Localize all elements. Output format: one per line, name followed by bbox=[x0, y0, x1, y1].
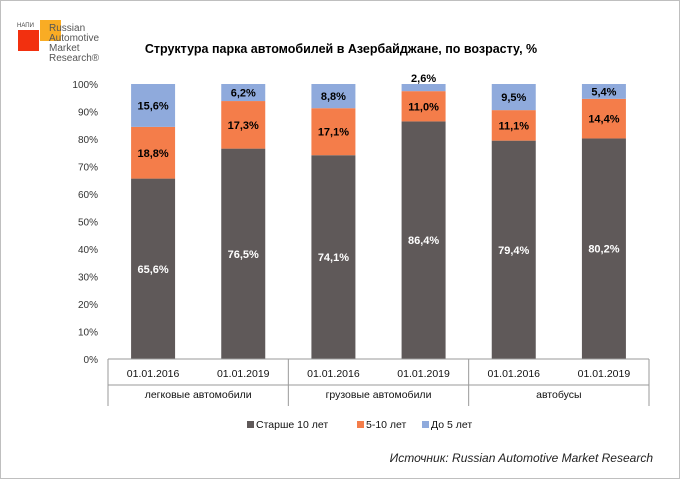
bar-segment bbox=[491, 110, 536, 141]
data-label: 15,6% bbox=[137, 100, 168, 112]
x-tick-label: 01.01.2019 bbox=[397, 368, 450, 380]
source-note: Источник: Russian Automotive Market Rese… bbox=[389, 451, 653, 465]
data-label: 11,1% bbox=[498, 120, 529, 132]
legend-swatch bbox=[247, 421, 254, 428]
data-label: 76,5% bbox=[228, 249, 259, 261]
y-tick-label: 30% bbox=[78, 273, 98, 284]
bar-segment bbox=[311, 84, 356, 109]
bar-segment bbox=[221, 148, 266, 359]
legend-swatch bbox=[422, 421, 429, 428]
y-tick-label: 50% bbox=[78, 218, 98, 229]
bar-segment bbox=[221, 84, 266, 102]
bar-segment bbox=[401, 84, 446, 92]
bar-segment bbox=[221, 101, 266, 149]
group-label: грузовые автомобили bbox=[326, 389, 432, 401]
x-tick-label: 01.01.2016 bbox=[127, 368, 180, 380]
bar-segment bbox=[491, 84, 536, 111]
y-tick-label: 40% bbox=[78, 245, 98, 256]
data-label: 6,2% bbox=[231, 88, 256, 100]
bar-segment bbox=[581, 84, 626, 99]
data-label: 18,8% bbox=[137, 148, 168, 160]
data-label: 14,4% bbox=[588, 114, 619, 126]
data-label: 74,1% bbox=[318, 252, 349, 264]
bar-segment bbox=[581, 98, 626, 139]
data-label: 17,1% bbox=[318, 127, 349, 139]
data-label: 2,6% bbox=[411, 73, 436, 85]
data-label: 11,0% bbox=[408, 101, 439, 113]
legend-label: 5-10 лет bbox=[366, 419, 407, 431]
data-label: 79,4% bbox=[498, 245, 529, 257]
y-tick-label: 10% bbox=[78, 328, 98, 339]
legend-label: До 5 лет bbox=[431, 419, 472, 431]
group-label: автобусы bbox=[536, 389, 581, 401]
x-tick-label: 01.01.2019 bbox=[578, 368, 631, 380]
legend-label: Старше 10 лет bbox=[256, 419, 328, 431]
bar-segment bbox=[311, 155, 356, 359]
data-label: 5,4% bbox=[591, 86, 616, 98]
y-tick-label: 20% bbox=[78, 300, 98, 311]
legend-swatch bbox=[357, 421, 364, 428]
y-tick-label: 0% bbox=[84, 355, 99, 366]
y-tick-label: 70% bbox=[78, 163, 98, 174]
x-tick-label: 01.01.2019 bbox=[217, 368, 270, 380]
bar-segment bbox=[131, 84, 176, 127]
x-tick-label: 01.01.2016 bbox=[307, 368, 360, 380]
bar-segment bbox=[491, 140, 536, 359]
chart-title: Структура парка автомобилей в Азербайджа… bbox=[144, 42, 538, 56]
data-label: 9,5% bbox=[501, 92, 526, 104]
bar-segment bbox=[311, 108, 356, 156]
bar-segment bbox=[131, 178, 176, 359]
y-tick-label: 90% bbox=[78, 108, 98, 119]
bar-segment bbox=[401, 121, 446, 360]
group-label: легковые автомобили bbox=[145, 389, 252, 401]
data-label: 17,3% bbox=[228, 120, 259, 132]
bar-segment bbox=[401, 91, 446, 122]
data-label: 8,8% bbox=[321, 91, 346, 103]
data-label: 65,6% bbox=[137, 264, 168, 276]
y-tick-label: 100% bbox=[72, 80, 98, 91]
y-tick-label: 60% bbox=[78, 190, 98, 201]
bar-segment bbox=[581, 138, 626, 359]
x-tick-label: 01.01.2016 bbox=[487, 368, 540, 380]
logo: НАПИ Russian Automotive Market Research® bbox=[9, 10, 99, 70]
bar-segment bbox=[131, 126, 176, 179]
data-label: 86,4% bbox=[408, 235, 439, 247]
data-label: 80,2% bbox=[588, 244, 619, 256]
y-tick-label: 80% bbox=[78, 135, 98, 146]
